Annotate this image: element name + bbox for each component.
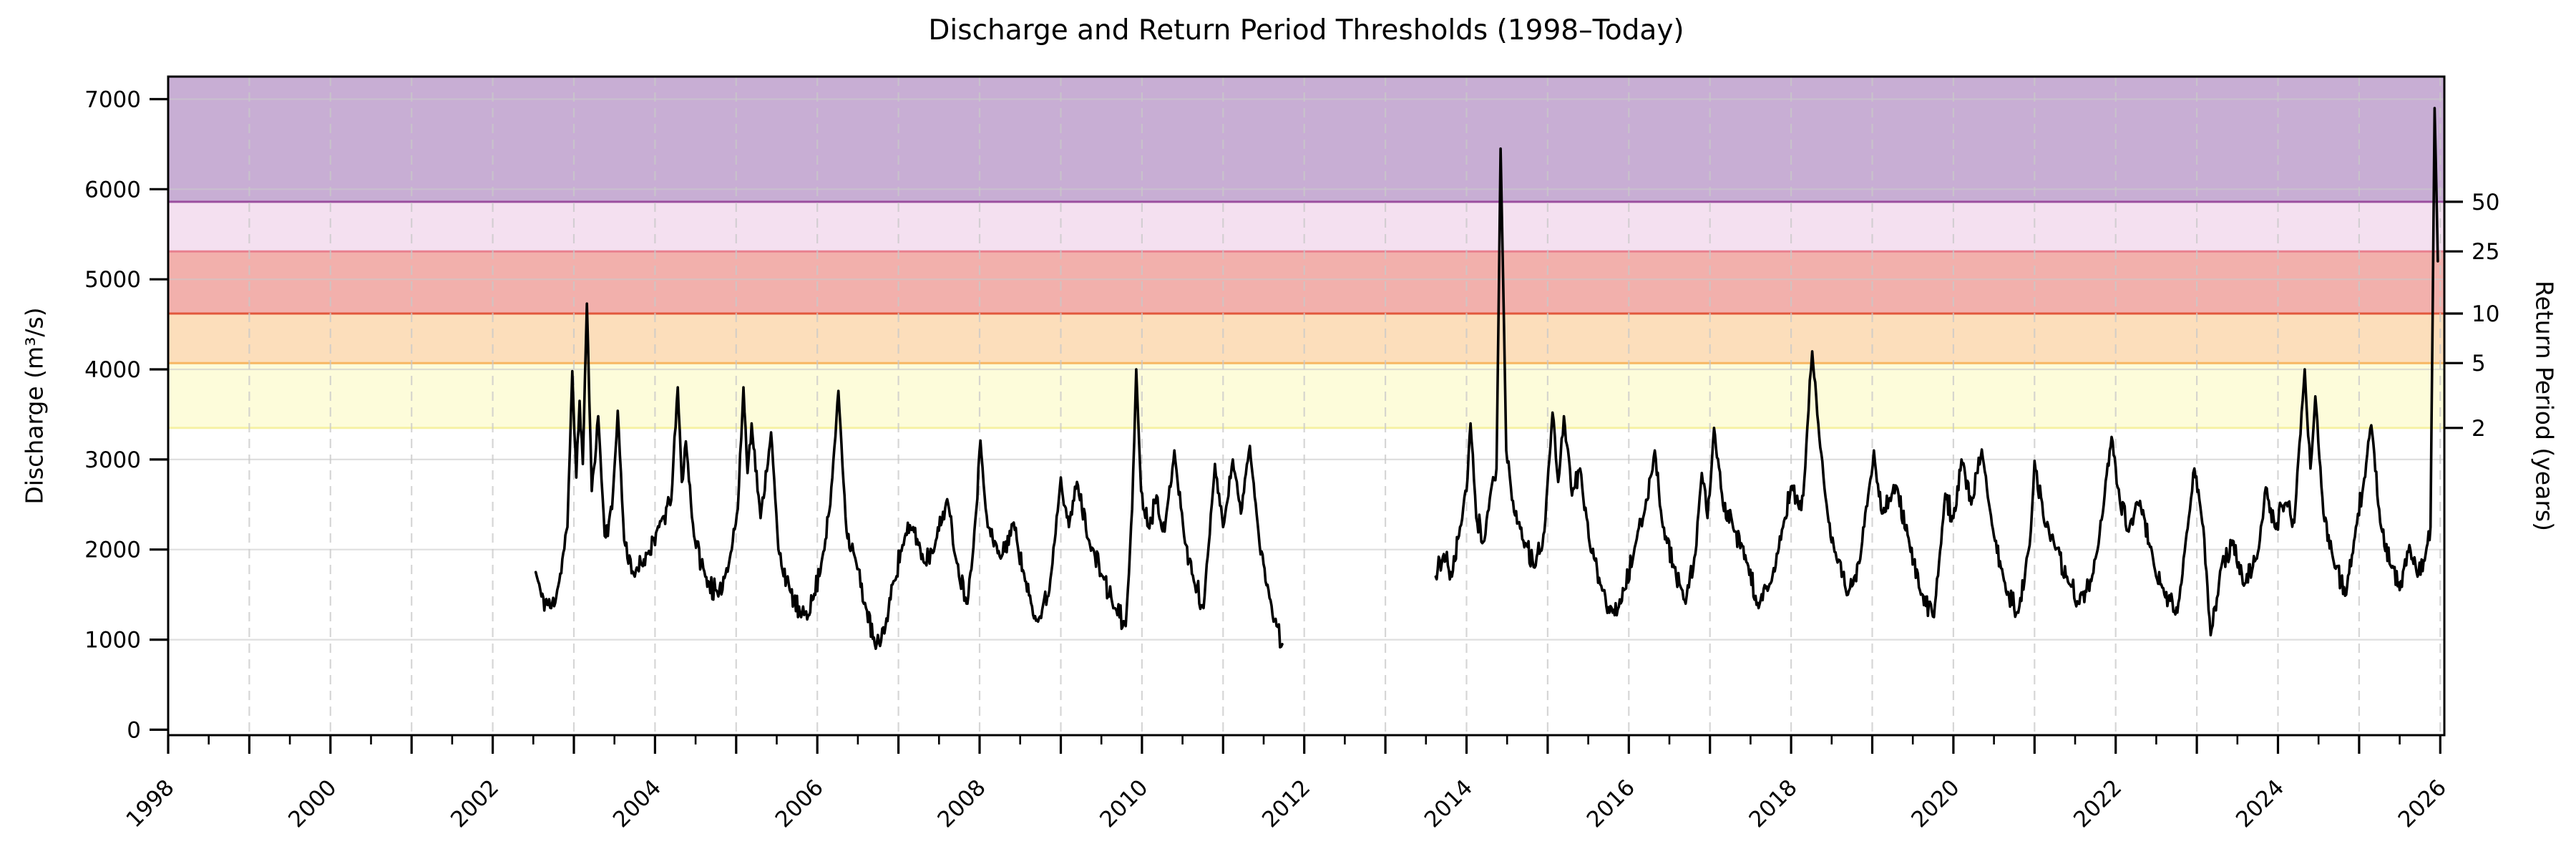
plot-frame [167, 75, 2446, 737]
y-tick-label: 5000 [84, 267, 141, 293]
x-tick-label: 2018 [1744, 775, 1802, 833]
x-tick-label: 2014 [1420, 775, 1478, 833]
return-period-bands [168, 77, 2444, 430]
y2-axis-label: Return Period (years) [2530, 281, 2559, 531]
chart-title: Discharge and Return Period Thresholds (… [928, 14, 1684, 47]
x-axis-ticks: 1998 2000 2002 2004 2006 2008 2010 2012 2014 2016… [121, 735, 2451, 833]
x-tick-label: 2008 [932, 775, 990, 833]
x-tick-label: 2010 [1095, 775, 1153, 833]
y-axis-ticks: 0 1000 2000 3000 4000 5000 6000 7000 [84, 87, 168, 743]
x-tick-label: 2006 [771, 775, 829, 833]
x-tick-label: 2012 [1257, 775, 1315, 833]
band-5yr [168, 314, 2444, 364]
gridlines [168, 77, 2444, 735]
y2-tick-label: 5 [2472, 351, 2486, 377]
x-tick-label: 2022 [2069, 775, 2127, 833]
y-tick-label: 2000 [84, 538, 141, 563]
band-2yr [168, 363, 2444, 428]
y-tick-label: 3000 [84, 447, 141, 473]
discharge-line-segment [1434, 107, 2439, 637]
x-tick-label: 2016 [1582, 775, 1640, 833]
y2-tick-label: 2 [2472, 416, 2486, 442]
y-tick-label: 4000 [84, 357, 141, 383]
x-tick-label: 2002 [446, 775, 504, 833]
y-tick-label: 6000 [84, 177, 141, 203]
y-tick-label: 1000 [84, 628, 141, 654]
x-tick-label: 2024 [2231, 775, 2289, 833]
band-50yr [168, 77, 2444, 202]
band-10yr [168, 251, 2444, 314]
x-tick-label: 2020 [1906, 775, 1964, 833]
band-25yr [168, 201, 2444, 252]
x-tick-label: 2004 [608, 775, 666, 833]
discharge-series [534, 107, 2439, 650]
y2-tick-label: 50 [2472, 190, 2499, 215]
y-axis-label: Discharge (m³/s) [20, 307, 49, 505]
y-tick-label: 7000 [84, 87, 141, 113]
y-tick-label: 0 [127, 717, 141, 743]
x-tick-label: 2000 [283, 775, 341, 833]
y2-tick-label: 10 [2472, 301, 2499, 327]
y2-tick-label: 25 [2472, 239, 2499, 265]
x-tick-label: 1998 [121, 775, 179, 833]
x-tick-label: 2026 [2394, 775, 2451, 833]
discharge-line-segment [534, 302, 1284, 650]
